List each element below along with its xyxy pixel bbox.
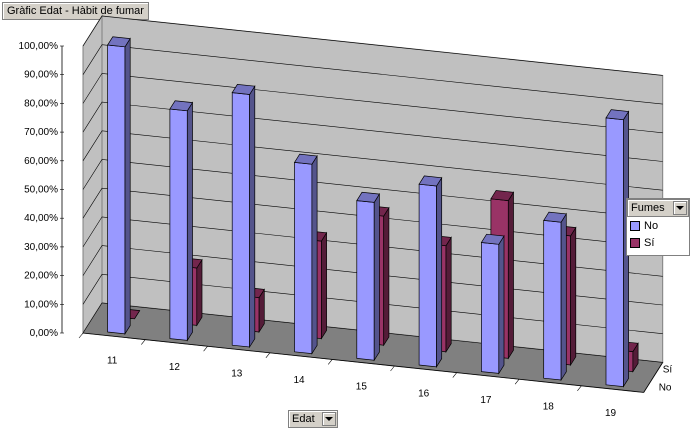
- edat-field-button[interactable]: Edat: [288, 410, 338, 428]
- bar-no-16: [418, 175, 443, 369]
- y-tick-label: 100,00%: [19, 41, 59, 52]
- gridline: [82, 44, 663, 105]
- y-tick-label: 0,00%: [30, 328, 58, 339]
- y-tick-label: 80,00%: [24, 98, 58, 109]
- legend-label-no: No: [644, 219, 659, 232]
- x-tick-label: 16: [418, 388, 430, 399]
- gridline: [82, 245, 663, 306]
- bar-no-14: [293, 153, 318, 355]
- gridline: [82, 130, 663, 191]
- x-tick-label: 11: [107, 355, 118, 366]
- x-tick-mark: [452, 372, 458, 378]
- bar-no-17: [480, 233, 505, 375]
- x-tick-label: 17: [480, 395, 492, 406]
- legend-item-no: No: [627, 217, 689, 234]
- depth-axis-line: [643, 362, 664, 393]
- bar-no-15: [356, 191, 380, 362]
- x-axis-line: [82, 332, 644, 393]
- gridline: [82, 187, 663, 248]
- gridline: [82, 159, 663, 220]
- gridline: [82, 216, 663, 277]
- dropdown-arrow-icon[interactable]: [673, 201, 687, 215]
- dropdown-arrow-icon[interactable]: [322, 412, 336, 426]
- legend-swatch-si: [630, 237, 640, 248]
- y-tick-label: 50,00%: [24, 185, 58, 196]
- gridline: [82, 101, 663, 162]
- bar-no-18: [543, 211, 567, 382]
- x-tick-mark: [141, 339, 146, 345]
- x-tick-mark: [514, 379, 520, 385]
- depth-label-no: No: [659, 382, 672, 393]
- gridline: [82, 273, 663, 334]
- legend-swatch-no: [630, 220, 640, 231]
- legend-item-si: Sí: [627, 234, 689, 251]
- y-tick-label: 40,00%: [24, 213, 58, 224]
- y-tick-label: 30,00%: [24, 242, 58, 253]
- y-tick-label: 10,00%: [24, 299, 58, 310]
- gridline: [82, 73, 663, 134]
- fumes-field-button[interactable]: Fumes: [627, 199, 689, 217]
- x-tick-mark: [327, 359, 333, 365]
- x-tick-label: 13: [231, 369, 243, 380]
- x-tick-label: 12: [169, 362, 181, 373]
- y-tick-label: 70,00%: [24, 127, 58, 138]
- x-tick-mark: [265, 352, 271, 358]
- bar-no-19: [605, 109, 630, 388]
- fumes-field-label: Fumes: [631, 202, 665, 214]
- x-tick-mark: [390, 365, 395, 372]
- edat-field-label: Edat: [292, 413, 315, 425]
- bar-no-12: [169, 100, 194, 342]
- x-tick-label: 15: [356, 382, 368, 393]
- x-tick-label: 14: [293, 375, 305, 386]
- y-tick-label: 60,00%: [24, 156, 58, 167]
- x-tick-label: 18: [543, 402, 555, 413]
- chart-title: Gràfic Edat - Hàbit de fumar: [2, 2, 149, 20]
- x-tick-mark: [577, 385, 582, 391]
- x-tick-mark: [78, 332, 84, 339]
- depth-label-si: Sí: [663, 364, 673, 375]
- y-tick-label: 20,00%: [24, 271, 58, 282]
- x-tick-mark: [203, 346, 208, 352]
- gridline: [82, 15, 663, 76]
- legend-label-si: Sí: [644, 236, 655, 249]
- gridline: [82, 302, 663, 363]
- bar-no-11: [107, 36, 131, 336]
- bar-no-13: [231, 84, 256, 349]
- x-tick-label: 19: [605, 408, 617, 419]
- legend: Fumes No Sí: [626, 198, 690, 256]
- y-tick-label: 90,00%: [24, 70, 58, 81]
